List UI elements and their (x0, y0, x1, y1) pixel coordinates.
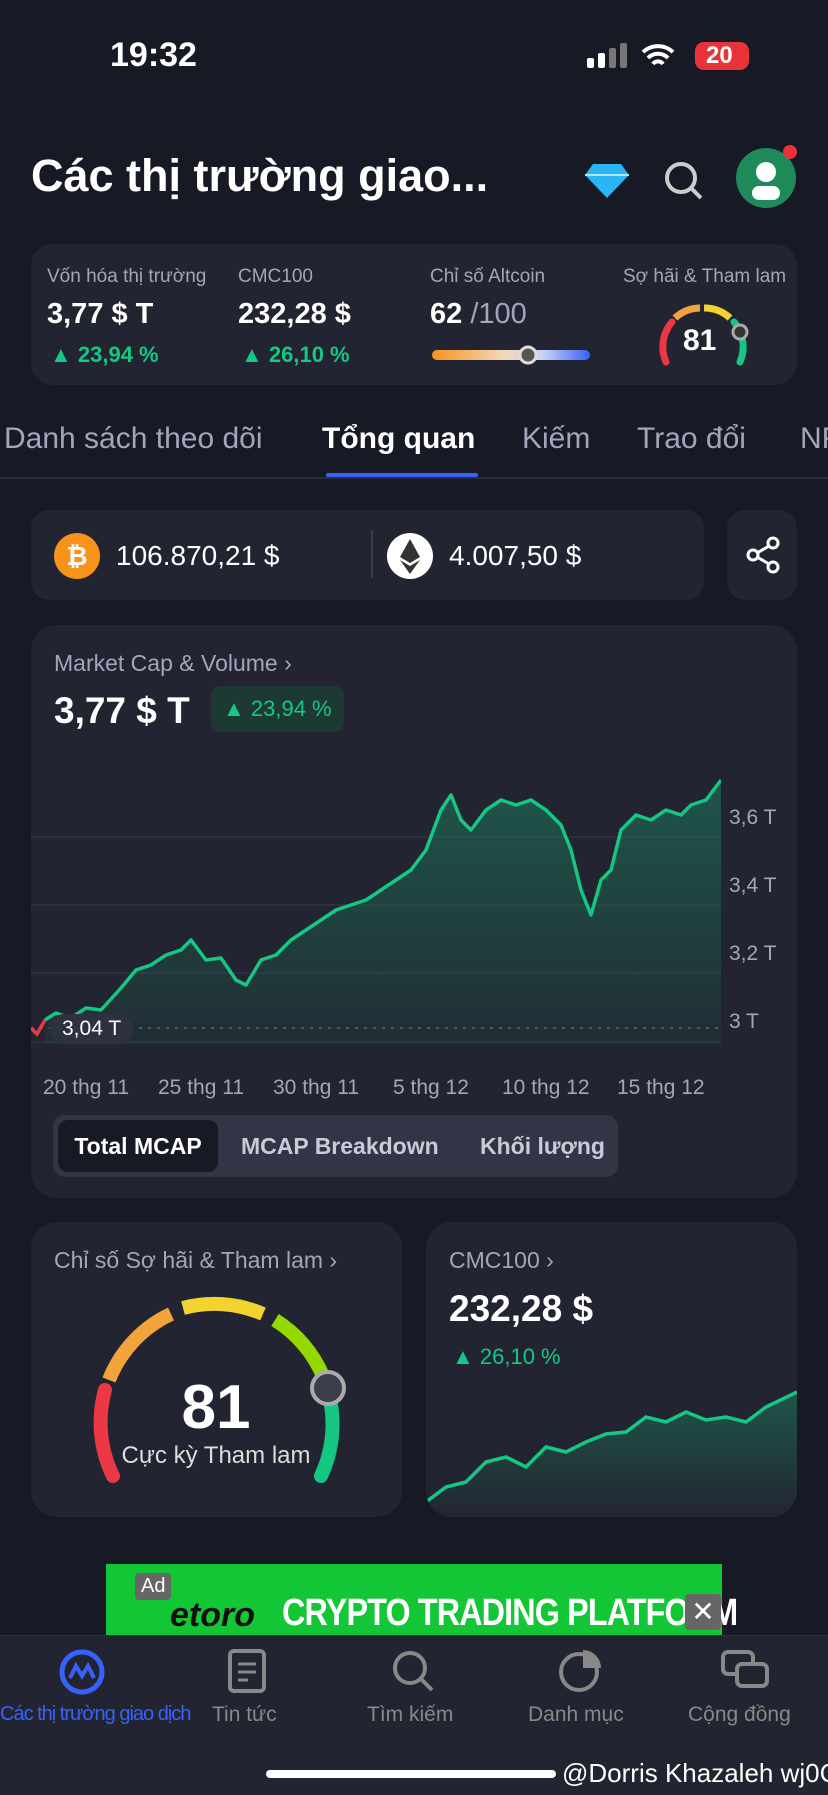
btc-price: 106.870,21 $ (116, 540, 280, 571)
fear-card[interactable] (31, 1222, 402, 1517)
nav-icon-markets[interactable] (58, 1648, 106, 1696)
altcoin-slider (432, 345, 590, 365)
current-label: 3,04 T (50, 1014, 134, 1044)
tab-active[interactable]: Tổng quan (322, 422, 476, 455)
eth-icon (387, 533, 433, 579)
altcoin-value: 62 (430, 298, 463, 330)
fear-gauge (93, 1296, 346, 1483)
cmc-change-text: 26,10 % (479, 1344, 561, 1369)
home-indicator (266, 1770, 556, 1778)
share-icon[interactable] (745, 536, 781, 574)
nav-icon-community[interactable] (720, 1648, 770, 1694)
search-icon[interactable] (663, 160, 705, 202)
tab[interactable]: Kiếm (522, 422, 591, 455)
x-tick-label: 20 thg 11 (43, 1076, 130, 1099)
share-button[interactable] (727, 510, 797, 600)
stat-change-text: 26,10 % (268, 342, 350, 367)
status-time: 19:32 (110, 36, 197, 74)
bottom-nav (0, 1635, 828, 1795)
nav-icon-search[interactable] (390, 1648, 436, 1694)
mini-gauge (659, 304, 749, 366)
y-tick-label: 3,6 T (729, 806, 777, 829)
nav-label[interactable]: Cộng đồng (688, 1703, 791, 1726)
diamond-icon[interactable] (585, 160, 630, 200)
tab[interactable]: Trao đổi (637, 422, 746, 455)
stat-value: 232,28 $ (238, 298, 351, 330)
x-tick-label: 10 thg 12 (502, 1076, 590, 1099)
cmc-chart (426, 1390, 797, 1517)
ad-text: CRYPTO TRADING PLATFORM (282, 1592, 738, 1634)
fear-title-text: Chỉ số Sợ hãi & Tham lam (54, 1247, 324, 1273)
stat-value: 62 /100 (430, 298, 527, 331)
stat-change: ▲ 26,10 % (241, 342, 350, 367)
cmc-card[interactable] (426, 1222, 797, 1517)
eth-price: 4.007,50 $ (449, 540, 582, 571)
watermark: @Dorris Khazaleh wj0C (562, 1758, 828, 1788)
y-tick-label: 3,2 T (729, 942, 777, 965)
cmc-title[interactable]: CMC100 › (449, 1247, 554, 1273)
nav-icon-news[interactable] (226, 1648, 270, 1694)
y-tick-label: 3 T (729, 1010, 759, 1033)
nav-label-active[interactable]: Các thị trường giao dịch (0, 1703, 191, 1725)
avatar[interactable] (734, 144, 800, 210)
divider (0, 477, 828, 479)
market-change-text: 23,94 % (250, 696, 332, 721)
nav-label[interactable]: Danh mục (528, 1703, 624, 1726)
btc-icon: ₿ (54, 533, 100, 579)
x-tick-label: 25 thg 11 (158, 1076, 245, 1099)
altcoin-suffix: /100 (470, 298, 527, 330)
nav-icon-portfolio[interactable] (557, 1648, 603, 1694)
stat-value: 3,77 $ T (47, 298, 154, 330)
status-icons (587, 42, 749, 70)
market-title-text: Market Cap & Volume (54, 650, 278, 676)
separator (371, 530, 373, 578)
cmc-title-text: CMC100 (449, 1247, 540, 1273)
svg-text:₿: ₿ (66, 541, 87, 571)
page-title: Các thị trường giao... (31, 150, 489, 201)
tab[interactable]: NF (800, 422, 828, 455)
tab[interactable]: Danh sách theo dõi (4, 422, 263, 455)
y-tick-label: 3,4 T (729, 874, 777, 897)
button-active[interactable]: Total MCAP (58, 1120, 218, 1172)
fear-title[interactable]: Chỉ số Sợ hãi & Tham lam › (54, 1247, 338, 1273)
fear-label: Cực kỳ Tham lam (121, 1442, 311, 1469)
stat-change-text: 23,94 % (77, 342, 159, 367)
stat-label: CMC100 (238, 266, 313, 287)
stat-change: ▲ 23,94 % (50, 342, 159, 367)
market-change: ▲ 23,94 % (211, 686, 344, 732)
market-value: 3,77 $ T (54, 690, 190, 731)
button[interactable]: Khối lượng (480, 1133, 605, 1159)
tab-underline (326, 473, 478, 477)
mini-gauge-value: 81 (683, 324, 717, 357)
stat-label: Sợ hãi & Tham lam (623, 266, 787, 287)
nav-label[interactable]: Tìm kiếm (367, 1703, 454, 1726)
price-bar (31, 510, 704, 600)
battery: 20 (706, 42, 733, 69)
x-tick-label: 15 thg 12 (617, 1076, 705, 1099)
ad-tag: Ad (135, 1573, 172, 1600)
x-tick-label: 30 thg 11 (273, 1076, 360, 1099)
ad-close[interactable]: ✕ (685, 1594, 721, 1630)
nav-label[interactable]: Tin tức (212, 1703, 277, 1726)
stat-label: Chỉ số Altcoin (430, 266, 546, 287)
x-tick-label: 5 thg 12 (393, 1076, 469, 1099)
market-chart (31, 778, 721, 1045)
stat-label: Vốn hóa thị trường (47, 266, 207, 287)
ad-banner[interactable] (106, 1564, 722, 1635)
cmc-value: 232,28 $ (449, 1288, 594, 1329)
ad-brand: etoro (170, 1596, 255, 1634)
button[interactable]: MCAP Breakdown (241, 1133, 439, 1159)
fear-value: 81 (181, 1373, 251, 1442)
cmc-change: ▲ 26,10 % (452, 1344, 561, 1369)
market-title[interactable]: Market Cap & Volume › (54, 650, 292, 676)
